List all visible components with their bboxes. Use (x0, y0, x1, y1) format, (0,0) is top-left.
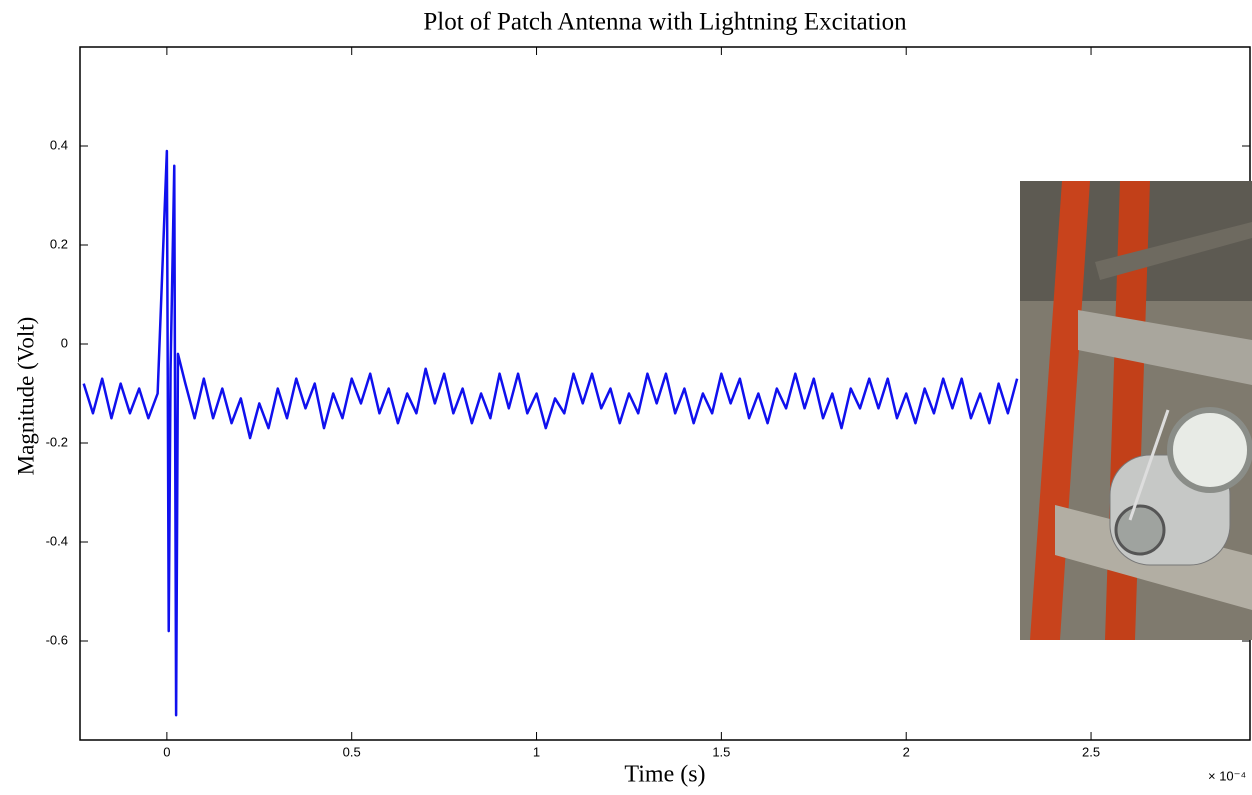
y-tick-label: -0.4 (46, 533, 68, 548)
x-tick-label: 0 (163, 744, 170, 759)
x-tick-label: 1 (533, 744, 540, 759)
x-tick-label: 1.5 (712, 744, 730, 759)
x-axis-label: Time (s) (624, 762, 705, 788)
plot-area: 0 0.5 1 1.5 2 2.5 0.4 0.2 0 -0.2 -0.4 -0.6 (46, 46, 1251, 759)
y-tick-label: 0.4 (50, 137, 68, 152)
ladder-step (1078, 310, 1252, 385)
y-tick-label: 0 (61, 335, 68, 350)
x-tick-label: 2 (903, 744, 910, 759)
nozzle (1114, 504, 1166, 556)
x-tick-label: 0.5 (343, 744, 361, 759)
y-tick-label: -0.6 (46, 632, 68, 647)
ladder-rail (1030, 181, 1090, 640)
photo-inset (1020, 181, 1252, 640)
y-tick-label: -0.2 (46, 434, 68, 449)
y-tick-label: 0.2 (50, 236, 68, 251)
x-tick-label: 2.5 (1082, 744, 1100, 759)
gauge (1167, 407, 1252, 493)
x-multiplier: × 10⁻⁴ (1208, 768, 1246, 783)
data-line (82, 149, 1019, 717)
y-axis-label: Magnitude (Volt) (13, 317, 38, 476)
chart-title: Plot of Patch Antenna with Lightning Exc… (423, 9, 907, 36)
probe (1128, 409, 1170, 521)
bracket (1095, 222, 1252, 280)
